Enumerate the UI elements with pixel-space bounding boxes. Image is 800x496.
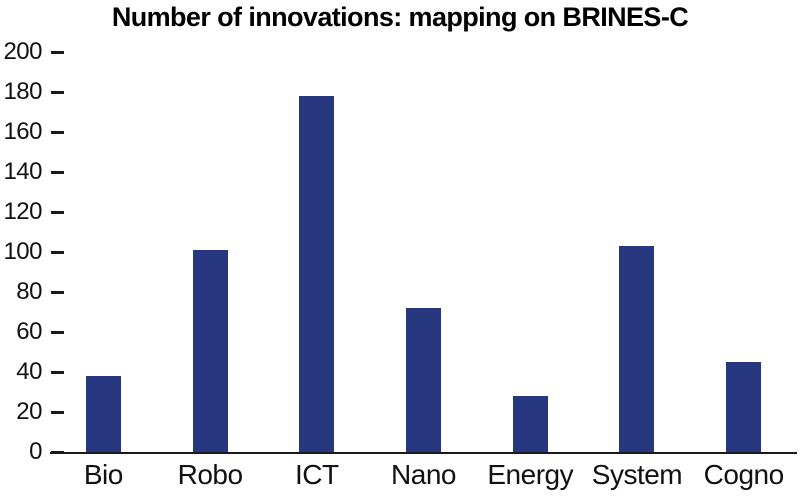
y-tick-60: 60: [0, 317, 64, 347]
y-tick-140: 140: [0, 157, 64, 187]
y-tick-label: 60: [16, 318, 42, 345]
y-tick-label: 180: [3, 78, 42, 105]
y-tick-mark: [51, 370, 64, 374]
y-tick-40: 40: [0, 357, 64, 387]
bar-slot-energy: [477, 52, 584, 452]
y-tick-label: 140: [3, 158, 42, 185]
y-tick-label: 20: [16, 398, 42, 425]
y-tick-label: 200: [3, 38, 42, 65]
y-tick-80: 80: [0, 277, 64, 307]
y-tick-mark: [51, 50, 64, 54]
y-tick-label: 160: [3, 118, 42, 145]
y-tick-100: 100: [0, 237, 64, 267]
x-label-bio: Bio: [83, 459, 123, 490]
bar-system: [619, 246, 655, 452]
y-tick-label: 120: [3, 198, 42, 225]
bar-slot-robo: [157, 52, 264, 452]
bar-slot-cogno: [690, 52, 797, 452]
y-tick-mark: [51, 170, 64, 174]
y-tick-label: 80: [16, 278, 42, 305]
bar-slot-system: [584, 52, 691, 452]
x-label-ict: ICT: [294, 459, 339, 490]
bar-ict: [299, 96, 335, 452]
y-tick-mark: [51, 250, 64, 254]
bar-energy: [512, 396, 548, 452]
y-tick-200: 200: [0, 37, 64, 67]
y-tick-mark: [51, 130, 64, 134]
bar-bio: [85, 376, 121, 452]
y-tick-20: 20: [0, 397, 64, 427]
y-tick-mark: [51, 90, 64, 94]
x-label-energy: Energy: [487, 459, 574, 490]
bar-cogno: [726, 362, 762, 452]
y-tick-mark: [51, 410, 64, 414]
y-tick-label: 100: [3, 238, 42, 265]
y-tick-mark: [51, 330, 64, 334]
x-axis-labels: Bio Robo ICT Nano Energy System Cogno: [50, 459, 797, 491]
bar-slot-bio: [50, 52, 157, 452]
y-tick-label: 0: [29, 438, 42, 465]
y-tick-120: 120: [0, 197, 64, 227]
y-tick-160: 160: [0, 117, 64, 147]
x-label-cogno: Cogno: [703, 459, 785, 490]
x-label-robo: Robo: [177, 459, 243, 490]
bar-slot-nano: [370, 52, 477, 452]
bar-robo: [192, 250, 228, 452]
y-tick-label: 40: [16, 358, 42, 385]
bar-slot-ict: [263, 52, 370, 452]
x-label-nano: Nano: [391, 459, 456, 490]
bar-nano: [406, 308, 442, 452]
x-label-system: System: [591, 459, 683, 490]
y-tick-mark: [51, 290, 64, 294]
y-axis: 0 20 40 60 80 100 120 140 160 180 200: [0, 0, 64, 496]
y-tick-180: 180: [0, 77, 64, 107]
plot-area: [50, 52, 797, 454]
chart-title: Number of innovations: mapping on BRINES…: [111, 2, 689, 32]
y-tick-mark: [51, 210, 64, 214]
